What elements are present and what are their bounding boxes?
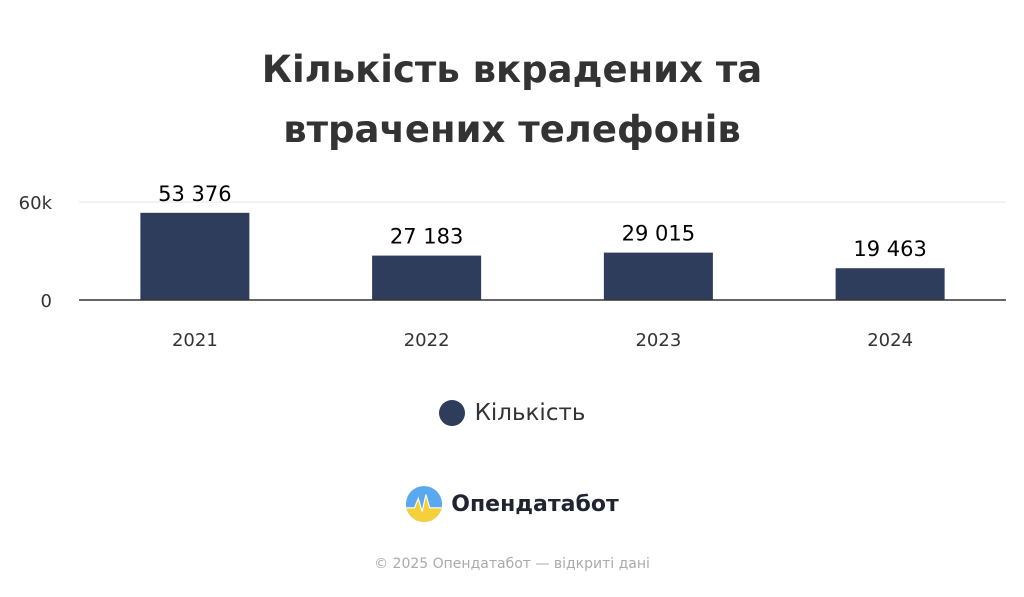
bar [372, 255, 482, 300]
legend[interactable]: Кількість [0, 400, 1024, 426]
brand-name: Опендатабот [451, 491, 619, 517]
bar [603, 252, 713, 300]
x-tick-label: 2023 [635, 330, 681, 351]
x-tick-label: 2024 [867, 330, 913, 351]
opendatabot-logo-icon [406, 485, 443, 523]
bar-chart: 0 60k 53 376 2021 27 183 2022 29 015 2023 19 463… [19, 182, 1006, 351]
bar [835, 268, 945, 300]
x-tick-label: 2021 [172, 330, 218, 351]
chart-title: Кількість вкрадених та втрачених телефон… [0, 40, 1024, 160]
data-label: 53 376 [158, 182, 231, 206]
chart-title-line-1: Кількість вкрадених та [261, 48, 763, 91]
legend-label: Кількість [474, 400, 586, 426]
bar [140, 212, 250, 300]
x-tick-label: 2022 [404, 330, 450, 351]
y-tick-label: 0 [41, 291, 52, 312]
legend-marker [438, 400, 465, 426]
data-label: 27 183 [390, 225, 463, 249]
brand-logo: Опендатабот [0, 485, 1024, 523]
y-tick-label: 60k [19, 193, 53, 214]
data-label: 19 463 [853, 237, 926, 261]
copyright-footer: © 2025 Опендатабот — відкриті дані [374, 556, 650, 572]
chart-title-line-2: втрачених телефонів [283, 108, 741, 151]
data-label: 29 015 [622, 222, 695, 246]
